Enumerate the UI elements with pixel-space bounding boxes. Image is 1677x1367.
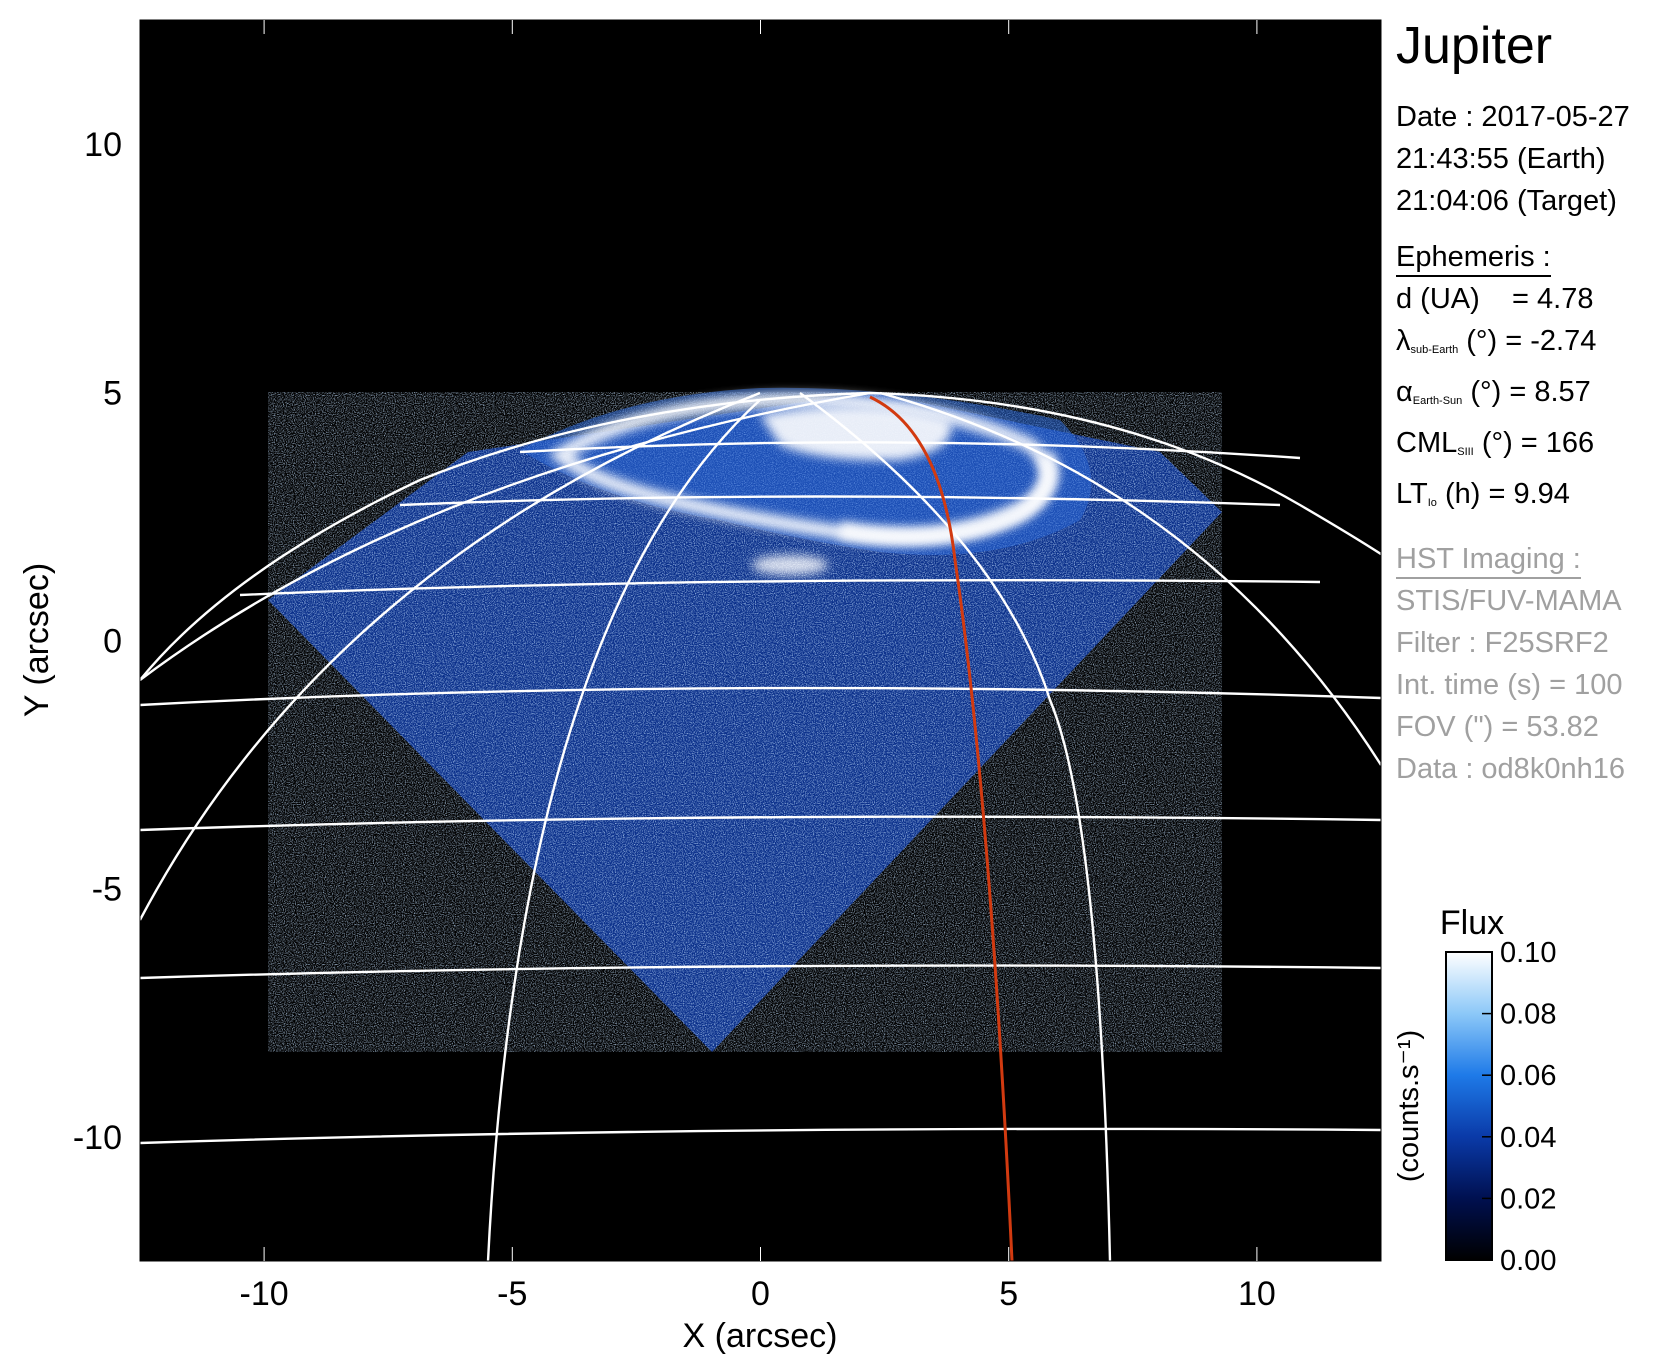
observation-info-panel: Jupiter Date : 2017-05-27 21:43:55 (Eart… [1396,18,1671,790]
colorbar-title: Flux [1440,904,1504,942]
detector-footprint-speckle [268,392,1222,1052]
colorbar-scale [1445,951,1493,1261]
latitude-line [399,495,1281,507]
y-tick-label: -5 [92,871,122,909]
integration-time: Int. time (s) = 100 [1396,669,1623,701]
latitude-line [140,1127,1381,1145]
instrument: STIS/FUV-MAMA [1396,585,1622,617]
ephemeris-sub-earth-latitude: λsub-Earth (°) = -2.74 [1396,325,1597,357]
planet-name: Jupiter [1396,17,1553,75]
x-tick-label: -10 [240,1275,289,1313]
colorbar-tick-label: 0.04 [1500,1122,1556,1154]
filter: Filter : F25SRF2 [1396,627,1609,659]
x-axis-label: X (arcsec) [683,1317,838,1355]
x-tick-label: -5 [497,1275,527,1313]
latitude-line [140,815,1381,832]
observation-date: Date : 2017-05-27 [1396,101,1630,133]
longitude-line [140,391,761,921]
y-axis-label: Y (arcsec) [18,563,56,717]
ephemeris-phase-angle: αEarth-Sun (°) = 8.57 [1396,376,1591,408]
colorbar-ticks: 0.10 0.08 0.06 0.04 0.02 0.00 [1482,937,1556,1277]
colorbar-tick-label: 0.02 [1500,1183,1556,1215]
ephemeris-central-meridian-longitude: CMLSIII (°) = 166 [1396,427,1595,459]
central-meridian [869,395,1014,1261]
longitude-line [799,392,1112,1261]
colorbar-tick-label: 0.08 [1500,999,1556,1031]
y-axis-ticks: 10 5 0 -5 -10 [73,126,122,1157]
hst-imaging-heading: HST Imaging : [1396,538,1671,580]
colorbar-tick-label: 0.00 [1500,1245,1556,1277]
y-tick-label: 0 [103,623,122,661]
auroral-arc [838,450,1059,546]
x-tick-label: 0 [751,1275,770,1313]
colorbar-tick-label: 0.10 [1500,937,1556,969]
latitude-line [239,578,1321,597]
target-time: 21:04:06 (Target) [1396,185,1617,217]
x-axis-ticks: -10 -5 0 5 10 [240,20,1276,1313]
earth-time: 21:43:55 (Earth) [1396,143,1606,175]
latitude-line [140,964,1381,980]
ephemeris-io-local-time: LTIo (h) = 9.94 [1396,478,1570,510]
x-tick-label: 5 [999,1275,1018,1313]
ephemeris-distance: d (UA) = 4.78 [1396,283,1594,315]
x-tick-label: 10 [1238,1275,1276,1313]
colorbar-unit-label: (counts.s⁻¹) [1393,1030,1425,1182]
dataset-id: Data : od8k0nh16 [1396,753,1625,785]
colorbar-tick-label: 0.06 [1500,1060,1556,1092]
y-tick-label: 5 [103,374,122,412]
longitude-line [486,399,761,1261]
longitude-line [879,391,1381,766]
y-tick-label: -10 [73,1119,122,1157]
field-of-view: FOV (") = 53.82 [1396,711,1599,743]
planet-grid [140,391,1381,1261]
ephemeris-heading: Ephemeris : [1396,236,1671,278]
latitude-line [519,441,1301,460]
io-footprint-spot [752,555,828,575]
latitude-line [140,686,1381,707]
y-tick-label: 10 [84,126,122,164]
